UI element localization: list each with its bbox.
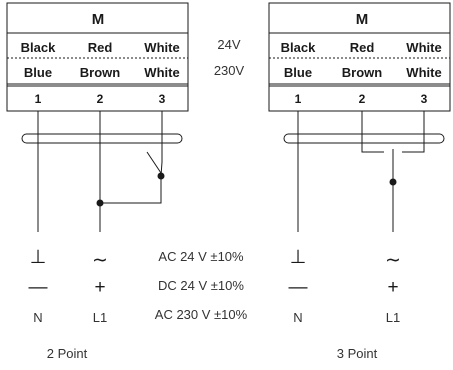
voltage-label-24v: 24V [217, 37, 240, 52]
right-terminal-number: 1 [295, 92, 302, 106]
left-wire-color: White [144, 40, 179, 55]
left-motor-label: M [92, 11, 105, 28]
left-table-frame [6, 2, 189, 112]
ground-symbol: ⊥ [290, 247, 307, 268]
supply-spec: DC 24 V ±10% [158, 278, 244, 293]
right-terminal-number: 3 [421, 92, 428, 106]
right-motor-label: M [356, 11, 369, 28]
left-supply-symbols: ⊥ ∼ — + N L1 [29, 247, 108, 325]
right-terminal-table: M Black Red White Blue Brown White 1 2 3 [268, 2, 451, 112]
right-diagram-caption: 3 Point [337, 346, 378, 361]
left-terminal-number: 3 [159, 92, 166, 106]
plus-symbol: + [387, 277, 398, 298]
right-cable-sheath [283, 133, 445, 144]
right-wiring-diagram: M Black Red White Blue Brown White 1 2 3… [268, 2, 451, 361]
left-wire-color: Red [88, 40, 113, 55]
left-terminal-table: M Black Red White Blue Brown White 1 2 3 [6, 2, 189, 112]
left-terminal-number: 2 [97, 92, 104, 106]
minus-symbol: — [289, 277, 308, 298]
right-supply-symbols: ⊥ ∼ — + N L1 [289, 247, 401, 325]
neutral-label: N [33, 310, 42, 325]
right-wire-white [402, 111, 425, 153]
left-switch-node [157, 172, 165, 180]
ac-symbol: ∼ [92, 250, 108, 271]
left-junction-node [96, 199, 104, 207]
voltage-labels: 24V 230V [214, 37, 245, 78]
left-wiring-diagram: M Black Red White Blue Brown White 1 2 3… [6, 2, 189, 361]
right-wire-color: Brown [342, 65, 383, 80]
line-label: L1 [93, 310, 107, 325]
left-wiring [21, 111, 183, 232]
left-terminal-number: 1 [35, 92, 42, 106]
supply-specs: AC 24 V ±10% DC 24 V ±10% AC 230 V ±10% [155, 249, 248, 322]
ac-symbol: ∼ [385, 250, 401, 271]
left-wire-color: White [144, 65, 179, 80]
neutral-label: N [293, 310, 302, 325]
right-wire-color: Blue [284, 65, 312, 80]
left-wire-color: Brown [80, 65, 121, 80]
plus-symbol: + [94, 277, 105, 298]
left-wire-white [100, 111, 163, 204]
supply-spec: AC 230 V ±10% [155, 307, 248, 322]
ground-symbol: ⊥ [30, 247, 47, 268]
right-wire-color: Red [350, 40, 375, 55]
left-wire-color: Black [21, 40, 56, 55]
left-wire-color: Blue [24, 65, 52, 80]
right-junction-node [389, 178, 397, 186]
left-cable-sheath [21, 133, 183, 144]
supply-spec: AC 24 V ±10% [158, 249, 244, 264]
minus-symbol: — [29, 277, 48, 298]
left-switch-contact [146, 151, 162, 174]
right-wiring [283, 111, 445, 232]
right-wire-red [361, 111, 384, 153]
right-table-frame [268, 2, 451, 112]
right-terminal-number: 2 [359, 92, 366, 106]
right-wire-color: White [406, 40, 441, 55]
right-wire-color: White [406, 65, 441, 80]
line-label: L1 [386, 310, 400, 325]
voltage-label-230v: 230V [214, 63, 245, 78]
left-diagram-caption: 2 Point [47, 346, 88, 361]
right-wire-color: Black [281, 40, 316, 55]
